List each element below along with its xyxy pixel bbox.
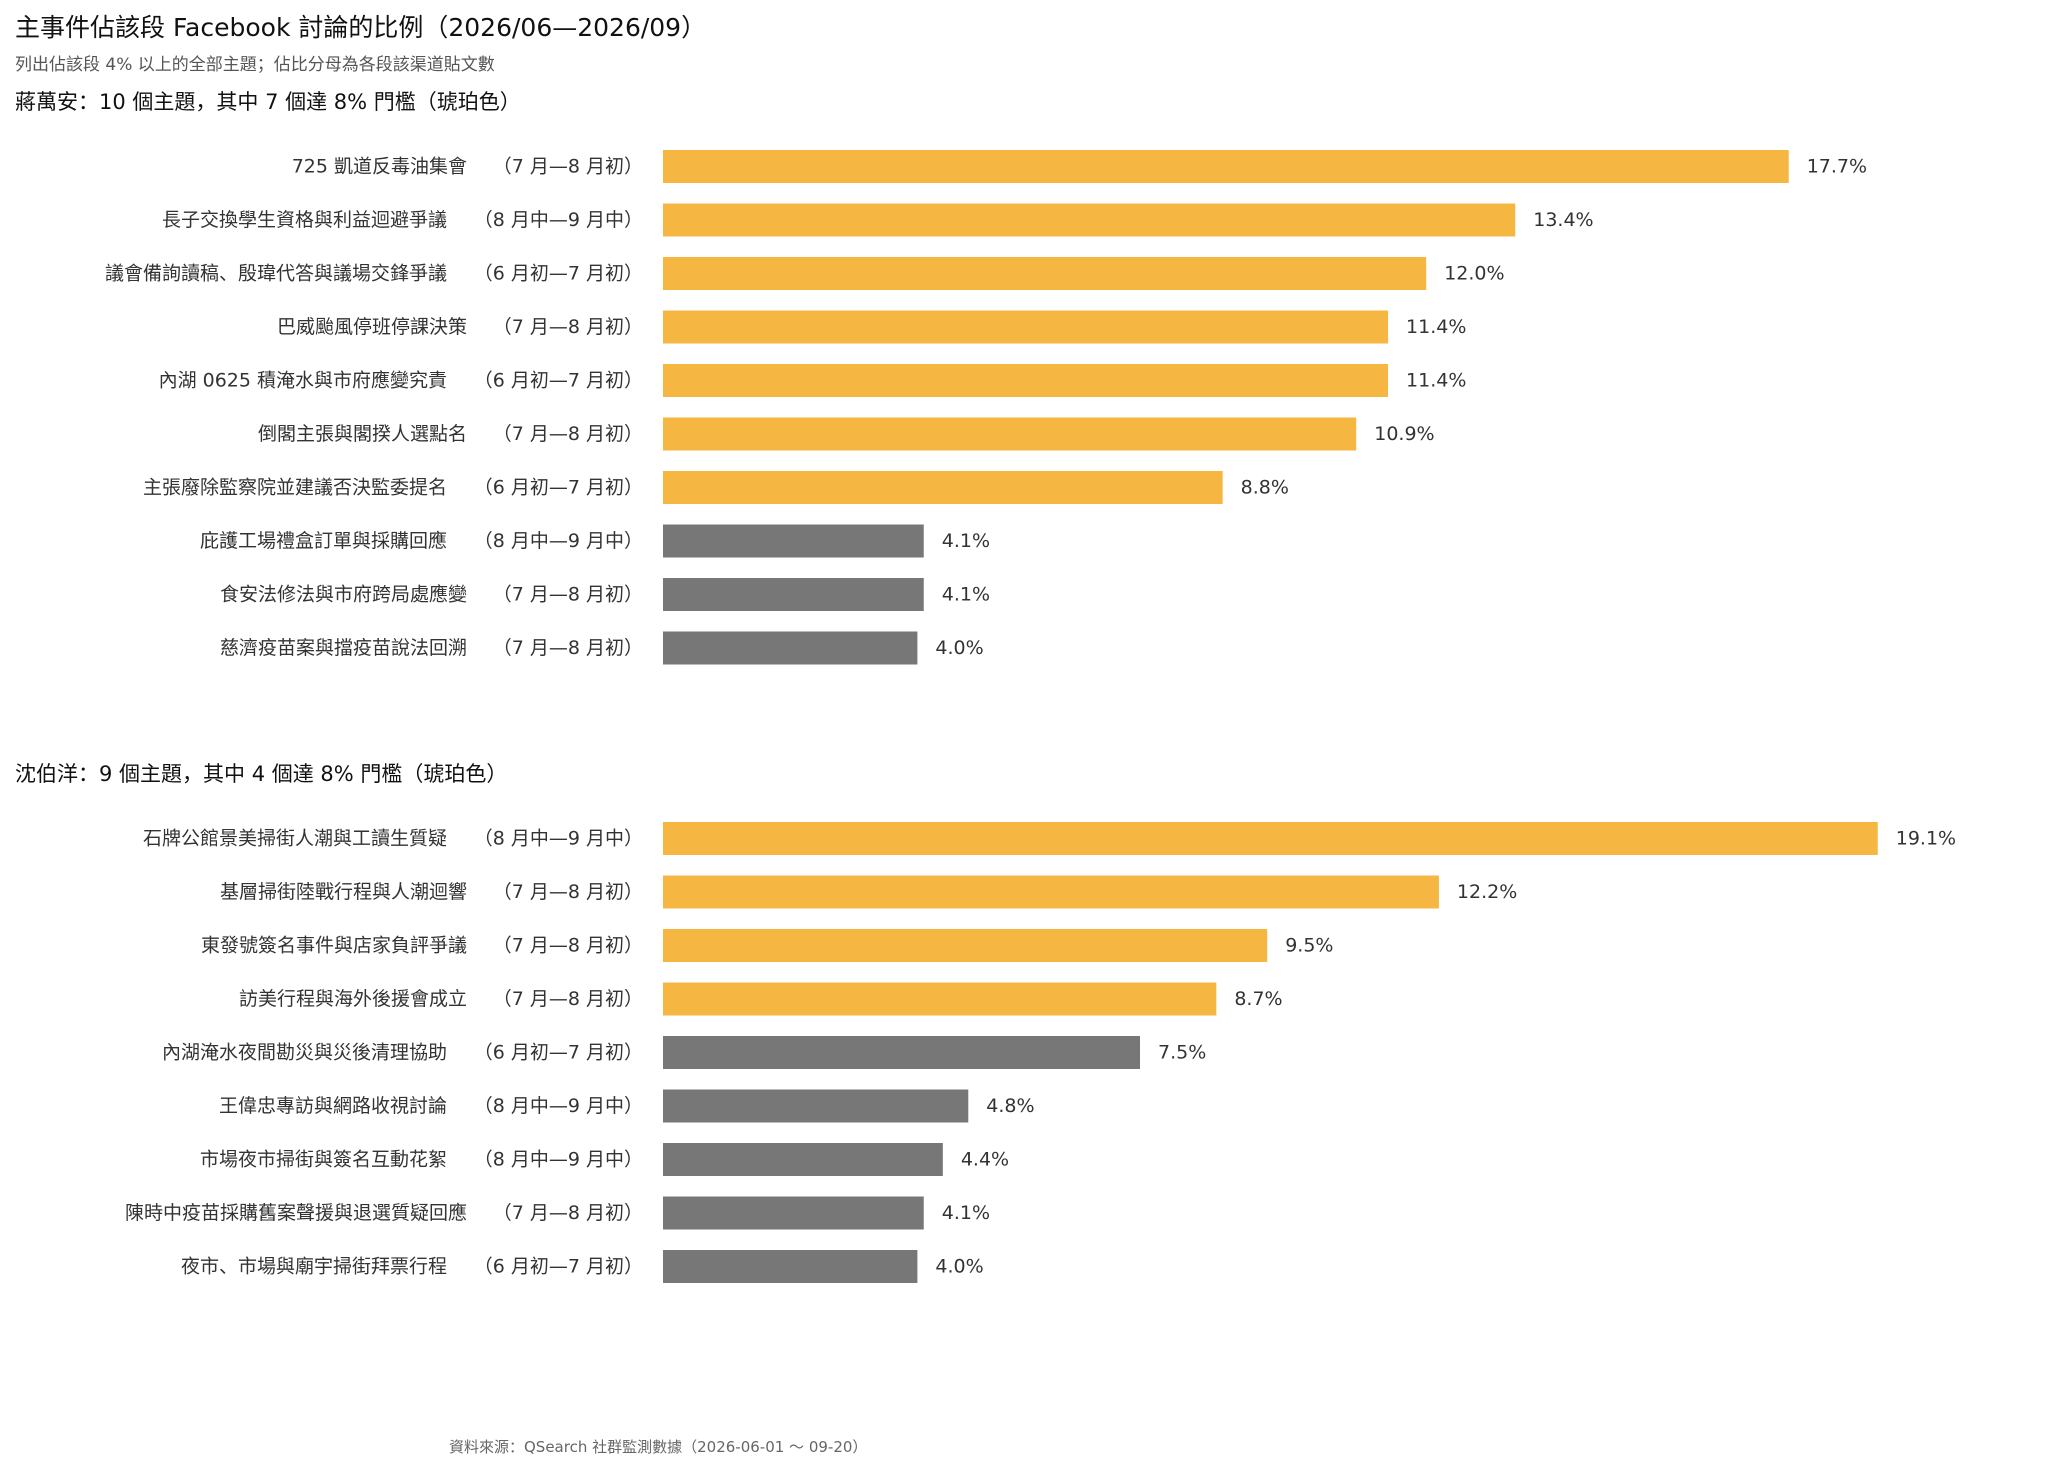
period-label: （6 月初—7 月初） xyxy=(474,477,643,499)
period-label: （6 月初—7 月初） xyxy=(474,1042,643,1064)
value-label: 4.0% xyxy=(935,1256,983,1278)
bar xyxy=(663,631,918,665)
value-label: 9.5% xyxy=(1285,935,1333,957)
bar xyxy=(663,982,1217,1016)
value-label: 4.1% xyxy=(942,584,990,606)
category-label: 石牌公館景美掃街人潮與工讀生質疑 xyxy=(143,828,447,850)
data-source-note: 資料來源：QSearch 社群監測數據（2026-06-01 ～ 09-20） xyxy=(449,1438,868,1456)
value-label: 19.1% xyxy=(1896,828,1956,850)
category-label: 東發號簽名事件與店家負評爭議 xyxy=(201,935,467,957)
period-label: （6 月初—7 月初） xyxy=(474,1256,643,1278)
period-label: （7 月—8 月初） xyxy=(493,988,643,1010)
value-label: 8.7% xyxy=(1234,988,1282,1010)
category-label: 訪美行程與海外後援會成立 xyxy=(239,988,467,1010)
bar xyxy=(663,203,1516,237)
value-label: 12.2% xyxy=(1457,881,1517,903)
value-label: 4.1% xyxy=(942,1202,990,1224)
category-label: 慈濟疫苗案與擋疫苗說法回溯 xyxy=(220,637,467,659)
bar xyxy=(663,364,1389,397)
value-label: 4.1% xyxy=(942,530,990,552)
bar-chart-shen: （8 月中—9 月中） 石牌公館景美掃街人潮與工讀生質疑 19.1% （7 月—8 月… xyxy=(125,822,1956,1283)
value-label: 8.8% xyxy=(1241,477,1289,499)
bar xyxy=(663,524,924,558)
category-label: 夜市、市場與廟宇掃街拜票行程 xyxy=(181,1256,447,1278)
bar xyxy=(663,417,1357,451)
chart-title: 主事件佔該段 Facebook 討論的比例（2026/06—2026/09） xyxy=(15,13,707,42)
bar xyxy=(663,1250,918,1283)
value-label: 11.4% xyxy=(1406,370,1466,392)
period-label: （8 月中—9 月中） xyxy=(474,209,643,231)
period-label: （7 月—8 月初） xyxy=(493,1202,643,1224)
period-label: （7 月—8 月初） xyxy=(493,584,643,606)
bar xyxy=(663,1089,969,1123)
bar xyxy=(663,257,1427,290)
period-label: （8 月中—9 月中） xyxy=(474,530,643,552)
value-label: 11.4% xyxy=(1406,316,1466,338)
period-label: （7 月—8 月初） xyxy=(493,637,643,659)
period-label: （8 月中—9 月中） xyxy=(474,828,643,850)
value-label: 10.9% xyxy=(1374,423,1434,445)
bar-chart-chiang: （7 月—8 月初） 725 凱道反毒油集會 17.7% （8 月中—9 月中） 長子交… xyxy=(105,150,1867,665)
category-label: 內湖 0625 積淹水與市府應變究責 xyxy=(159,369,447,392)
bar xyxy=(663,822,1878,855)
panel-title-chiang: 蔣萬安：10 個主題，其中 7 個達 8% 門檻（琥珀色） xyxy=(15,90,521,114)
value-label: 4.4% xyxy=(961,1149,1009,1171)
period-label: （7 月—8 月初） xyxy=(493,156,643,178)
bar xyxy=(663,1143,943,1176)
period-label: （7 月—8 月初） xyxy=(493,935,643,957)
period-label: （7 月—8 月初） xyxy=(493,881,643,903)
value-label: 13.4% xyxy=(1533,209,1593,231)
category-label: 議會備詢讀稿、殷瑋代答與議場交鋒爭議 xyxy=(105,263,447,285)
value-label: 17.7% xyxy=(1807,156,1867,178)
chart-subtitle: 列出佔該段 4% 以上的全部主題；佔比分母為各段該渠道貼文數 xyxy=(15,55,495,75)
bar xyxy=(663,471,1223,504)
bar xyxy=(663,875,1439,909)
category-label: 725 凱道反毒油集會 xyxy=(292,156,467,178)
category-label: 陳時中疫苗採購舊案聲援與退選質疑回應 xyxy=(125,1201,467,1224)
category-label: 市場夜市掃街與簽名互動花絮 xyxy=(200,1149,447,1171)
category-label: 庇護工場禮盒訂單與採購回應 xyxy=(200,529,447,552)
period-label: （6 月初—7 月初） xyxy=(474,370,643,392)
category-label: 巴威颱風停班停課決策 xyxy=(277,316,467,338)
category-label: 內湖淹水夜間勘災與災後清理協助 xyxy=(162,1042,447,1064)
bar xyxy=(663,1196,924,1230)
period-label: （6 月初—7 月初） xyxy=(474,263,643,285)
value-label: 7.5% xyxy=(1158,1042,1206,1064)
bar xyxy=(663,929,1268,962)
period-label: （8 月中—9 月中） xyxy=(474,1095,643,1117)
category-label: 基層掃街陸戰行程與人潮迴響 xyxy=(220,881,467,903)
value-label: 4.8% xyxy=(986,1095,1034,1117)
category-label: 主張廢除監察院並建議否決監委提名 xyxy=(143,477,447,499)
bar xyxy=(663,310,1389,344)
bar xyxy=(663,1036,1140,1069)
category-label: 食安法修法與市府跨局處應變 xyxy=(220,583,467,606)
period-label: （7 月—8 月初） xyxy=(493,316,643,338)
category-label: 王偉忠專訪與網路收視討論 xyxy=(219,1095,447,1117)
period-label: （7 月—8 月初） xyxy=(493,423,643,445)
bar xyxy=(663,578,924,611)
period-label: （8 月中—9 月中） xyxy=(474,1149,643,1171)
category-label: 倒閣主張與閣揆人選點名 xyxy=(258,423,467,445)
category-label: 長子交換學生資格與利益迴避爭議 xyxy=(162,209,447,231)
value-label: 12.0% xyxy=(1444,263,1504,285)
value-label: 4.0% xyxy=(935,637,983,659)
bar xyxy=(663,150,1789,183)
panel-title-shen: 沈伯洋：9 個主題，其中 4 個達 8% 門檻（琥珀色） xyxy=(15,762,508,786)
